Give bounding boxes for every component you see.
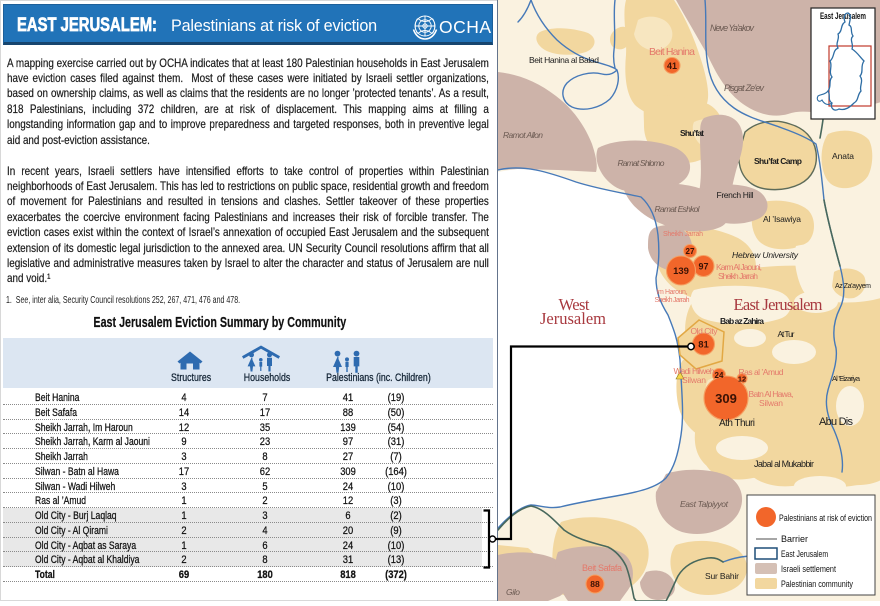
svg-text:Jerusalem: Jerusalem: [540, 309, 606, 328]
svg-text:81: 81: [698, 340, 709, 351]
svg-text:Ath Thuri: Ath Thuri: [719, 418, 755, 429]
svg-text:Beit Hanina al Balad: Beit Hanina al Balad: [529, 55, 599, 65]
svg-text:Silwan: Silwan: [759, 398, 783, 408]
svg-text:27: 27: [686, 247, 695, 256]
svg-text:Al ’Isawiya: Al ’Isawiya: [763, 214, 801, 224]
svg-text:East Talpiyyot: East Talpiyyot: [680, 499, 729, 509]
svg-text:Beit Hanina: Beit Hanina: [649, 46, 695, 58]
svg-text:Sur Bahir: Sur Bahir: [705, 571, 739, 581]
svg-text:Karm Al Jaouni,: Karm Al Jaouni,: [716, 262, 762, 272]
svg-text:Ramat Eshkol: Ramat Eshkol: [655, 204, 701, 214]
svg-text:Shu’fat Camp: Shu’fat Camp: [754, 156, 802, 166]
svg-text:Im Haroun,: Im Haroun,: [657, 289, 688, 296]
svg-text:Ras al ’Amud: Ras al ’Amud: [739, 367, 784, 377]
svg-text:Ramot Allon: Ramot Allon: [503, 130, 543, 140]
svg-text:Shu’fat: Shu’fat: [680, 128, 704, 138]
svg-text:Barrier: Barrier: [781, 534, 809, 545]
svg-text:Old City: Old City: [691, 326, 719, 336]
svg-text:Pisgat Ze’ev: Pisgat Ze’ev: [724, 83, 765, 93]
svg-text:Wadi Hilweh: Wadi Hilweh: [674, 366, 715, 376]
svg-text:97: 97: [698, 262, 708, 272]
svg-text:139: 139: [673, 266, 689, 277]
svg-text:Palestinian community: Palestinian community: [781, 579, 853, 590]
svg-text:41: 41: [667, 61, 677, 71]
svg-text:24: 24: [715, 371, 724, 380]
svg-text:Neve Ya’akov: Neve Ya’akov: [710, 23, 755, 33]
svg-text:Beit Safafa: Beit Safafa: [582, 563, 622, 573]
svg-text:Silwan: Silwan: [682, 375, 706, 385]
svg-text:West: West: [559, 295, 590, 314]
svg-text:East Jerusalem: East Jerusalem: [734, 295, 823, 314]
svg-text:Israeli settlement: Israeli settlement: [781, 564, 836, 575]
svg-text:Bab az Zahira: Bab az Zahira: [720, 316, 764, 326]
svg-text:Al ’Eizariya: Al ’Eizariya: [832, 374, 861, 383]
svg-text:Gilo: Gilo: [506, 587, 520, 597]
svg-text:Sheikh Jarrah: Sheikh Jarrah: [663, 231, 703, 238]
svg-text:Ramat Shlomo: Ramat Shlomo: [618, 158, 665, 168]
svg-text:East Jerusalem: East Jerusalem: [820, 11, 866, 21]
svg-text:Jabal al Mukabbir: Jabal al Mukabbir: [754, 459, 814, 469]
svg-text:Sheikh Jarrah: Sheikh Jarrah: [718, 271, 758, 281]
svg-text:Az Za’ayyem: Az Za’ayyem: [835, 283, 871, 290]
svg-text:Anata: Anata: [832, 151, 854, 161]
svg-text:East Jerusalem: East Jerusalem: [781, 549, 828, 560]
svg-text:309: 309: [715, 391, 737, 406]
svg-text:At Tur: At Tur: [778, 329, 795, 339]
svg-text:12: 12: [738, 375, 746, 384]
svg-text:Hebrew University: Hebrew University: [732, 250, 799, 260]
svg-text:Sheikh Jarrah: Sheikh Jarrah: [655, 297, 690, 304]
svg-text:Batn Al Hawa,: Batn Al Hawa,: [749, 389, 794, 399]
svg-text:Abu Dis: Abu Dis: [819, 416, 854, 428]
svg-text:88: 88: [590, 579, 600, 589]
svg-text:Palestinians at risk of evicti: Palestinians at risk of eviction: [779, 513, 872, 524]
svg-text:French Hill: French Hill: [717, 190, 754, 200]
